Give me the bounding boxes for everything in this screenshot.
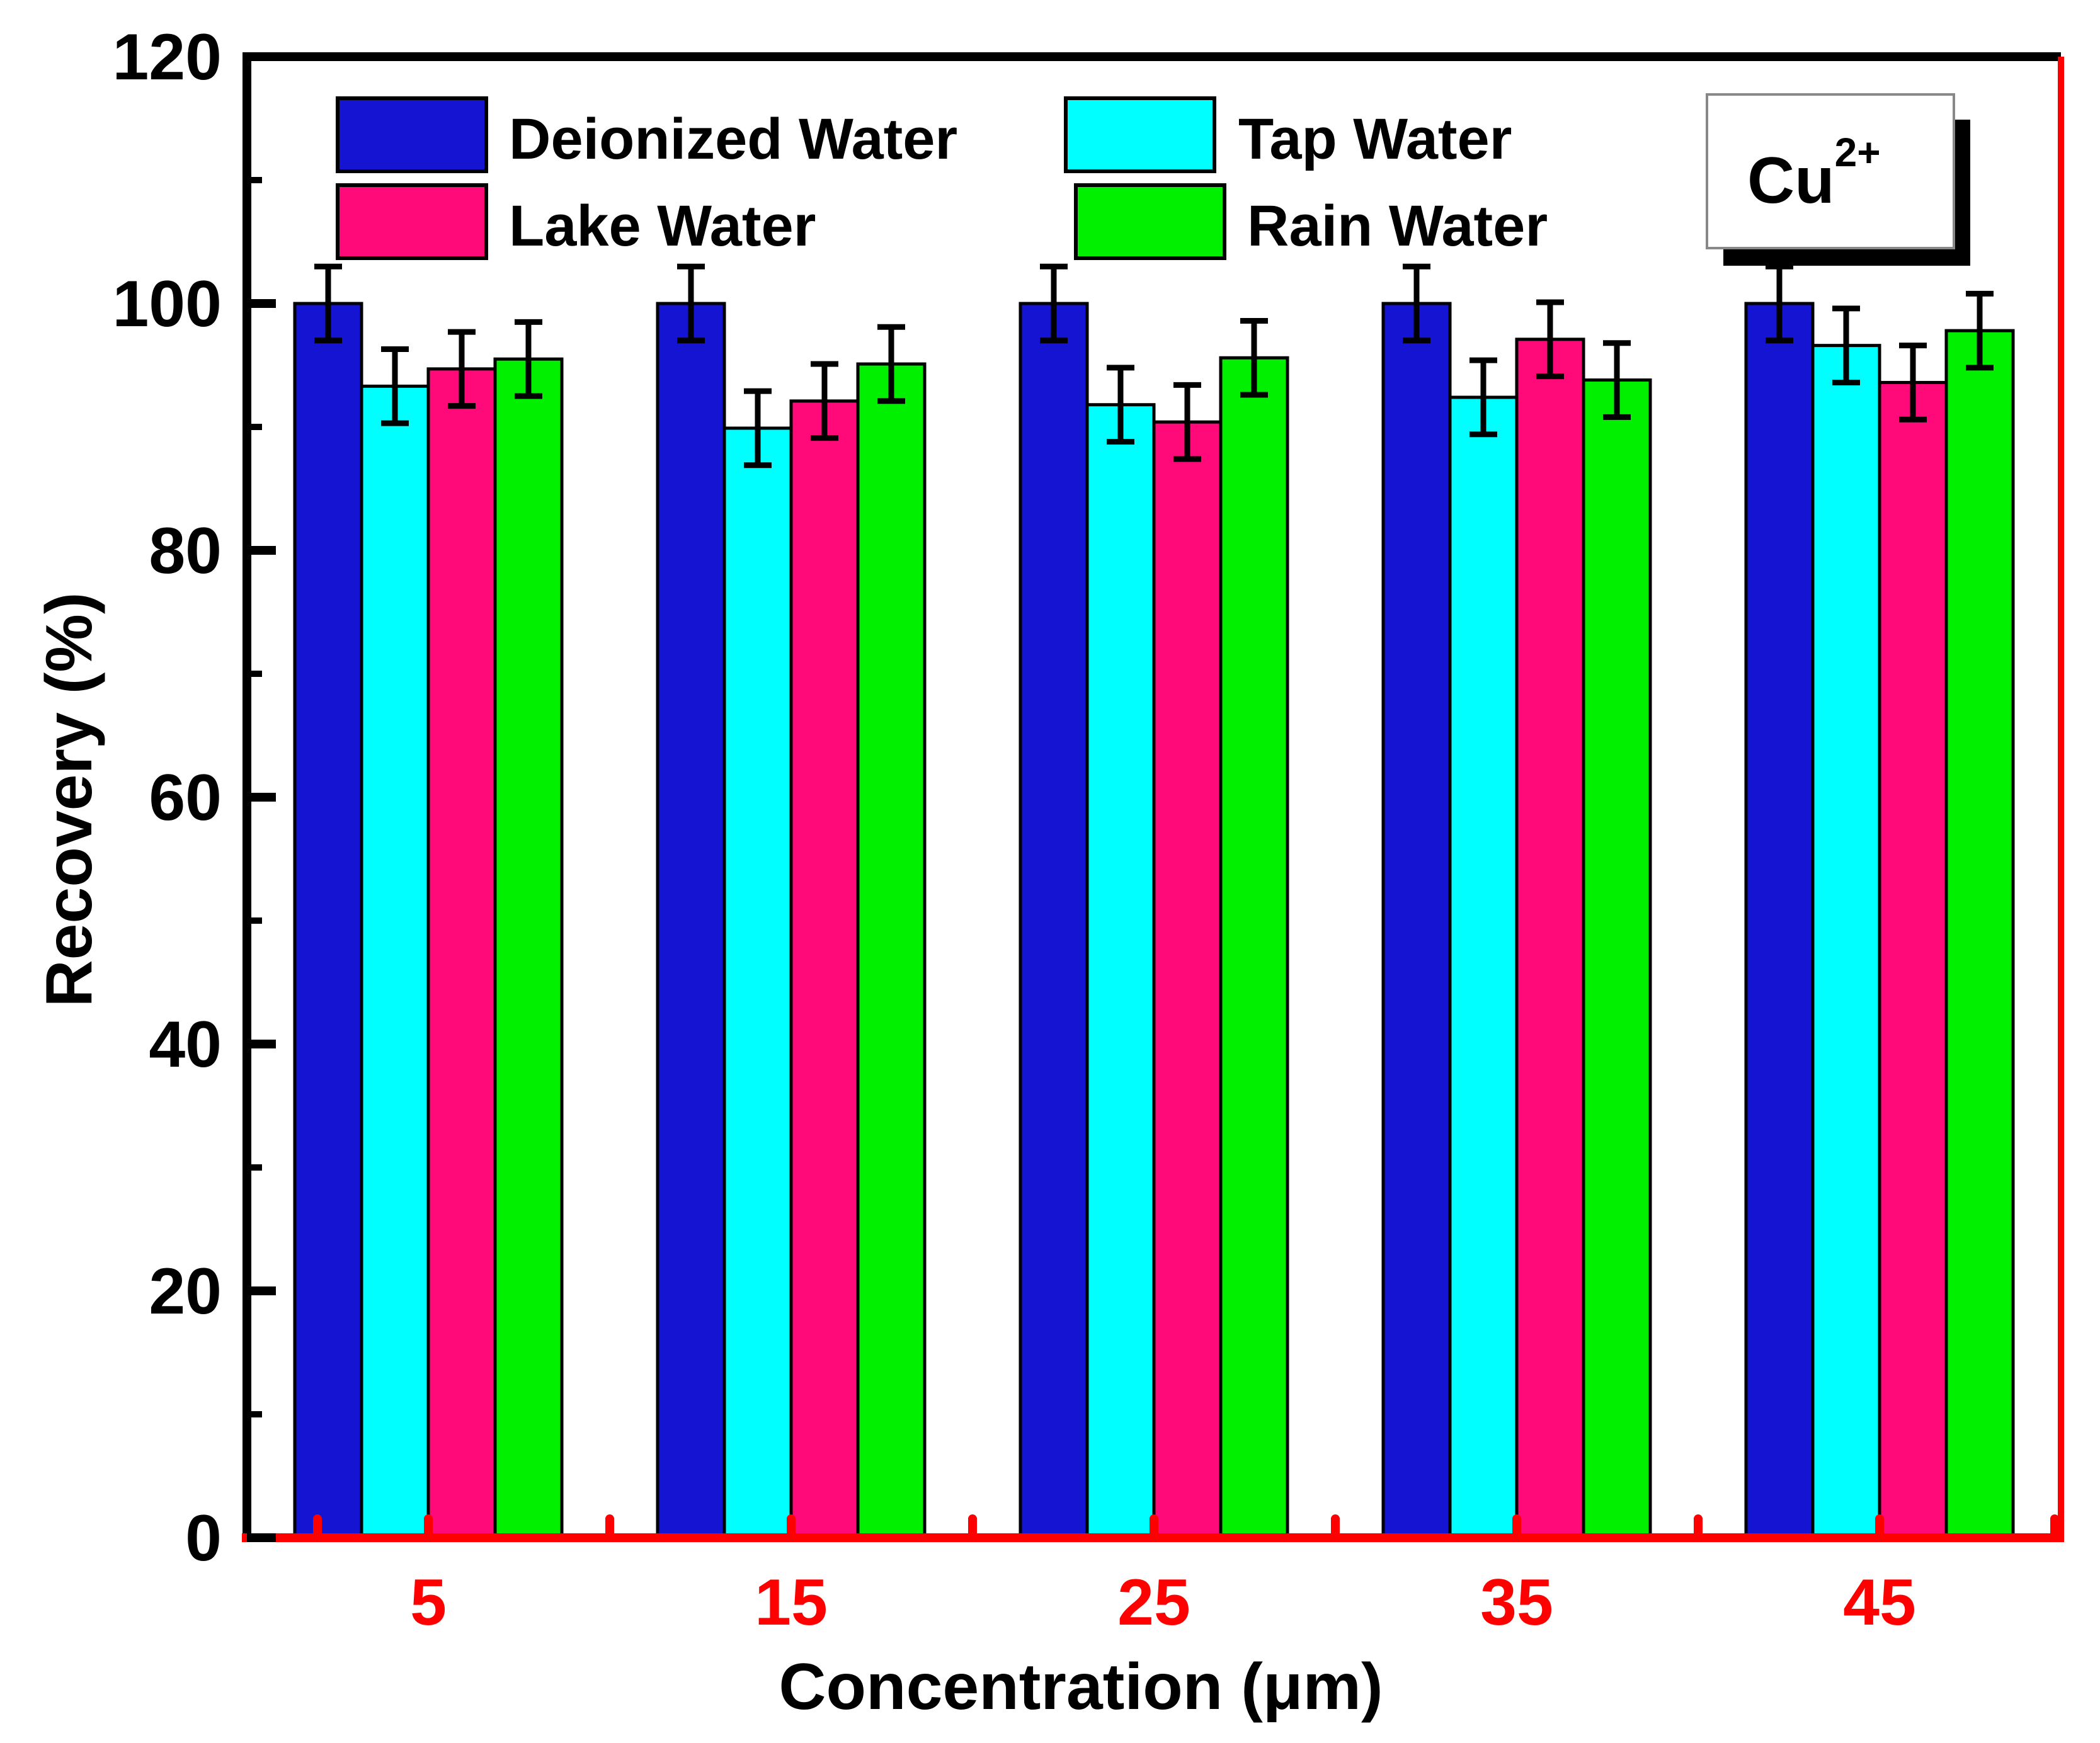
legend: Deionized Water Tap Water Lake Water Rain W… <box>336 96 1548 260</box>
legend-label: Deionized Water <box>509 107 957 171</box>
ion-annotation-label: Cu2+ <box>1747 130 1881 217</box>
bar-rain-water-15 <box>856 362 927 1540</box>
error-bar-rain-water-25 <box>1240 317 1268 398</box>
x-axis-title: Concentration (μm) <box>779 1650 1383 1723</box>
legend-item-lake-water: Lake Water <box>336 183 816 260</box>
error-bar-deionized-water-25 <box>1040 263 1068 344</box>
ion-annotation: Cu2+ <box>1706 93 1970 266</box>
error-bar-tap-water-15 <box>744 388 772 468</box>
bar-tap-water-35 <box>1448 395 1519 1540</box>
bar-tap-water-45 <box>1811 344 1881 1540</box>
legend-label: Rain Water <box>1247 194 1548 258</box>
y-tick-label-120: 120 <box>112 21 222 94</box>
error-bar-deionized-water-45 <box>1766 263 1793 344</box>
legend-item-deionized-water: Deionized Water <box>336 96 957 173</box>
bar-rain-water-45 <box>1944 329 2015 1540</box>
x-tick-label-15: 15 <box>755 1566 828 1639</box>
error-bar-tap-water-5 <box>381 346 409 426</box>
y-axis-title: Recovery (%) <box>33 593 106 1008</box>
error-bar-rain-water-35 <box>1603 340 1631 420</box>
error-bar-deionized-water-5 <box>314 263 342 344</box>
error-bar-rain-water-5 <box>515 319 542 399</box>
error-bar-lake-water-25 <box>1173 382 1201 462</box>
bar-lake-water-25 <box>1152 420 1223 1540</box>
bar-deionized-water-5 <box>293 302 363 1540</box>
bar-deionized-water-35 <box>1381 302 1452 1540</box>
y-tick-label-20: 20 <box>149 1255 222 1328</box>
bar-rain-water-25 <box>1219 356 1289 1540</box>
legend-item-tap-water: Tap Water <box>1064 96 1512 173</box>
y-tick-label-0: 0 <box>185 1502 222 1575</box>
legend-swatch <box>1064 96 1216 173</box>
bar-tap-water-25 <box>1085 403 1156 1540</box>
error-bar-deionized-water-35 <box>1403 263 1430 344</box>
bars-layer <box>293 302 2015 1540</box>
ion-superscript: 2+ <box>1835 130 1881 175</box>
bar-deionized-water-45 <box>1744 302 1815 1540</box>
legend-label: Tap Water <box>1238 107 1512 171</box>
bar-deionized-water-15 <box>656 302 726 1540</box>
bar-lake-water-5 <box>426 367 497 1540</box>
error-bar-rain-water-45 <box>1966 290 1994 371</box>
error-bar-tap-water-35 <box>1469 357 1497 438</box>
bar-deionized-water-25 <box>1019 302 1089 1540</box>
x-tick-label-45: 45 <box>1843 1566 1916 1639</box>
legend-swatch <box>336 183 488 260</box>
error-bar-lake-water-15 <box>811 361 838 441</box>
bar-lake-water-35 <box>1515 338 1585 1540</box>
bar-lake-water-45 <box>1878 380 1948 1540</box>
error-bars-layer <box>314 263 1994 468</box>
y-tick-label-60: 60 <box>149 761 222 834</box>
x-tick-label-35: 35 <box>1480 1566 1553 1639</box>
legend-item-rain-water: Rain Water <box>1074 183 1548 260</box>
error-bar-rain-water-15 <box>877 324 905 404</box>
error-bar-lake-water-35 <box>1536 299 1564 380</box>
y-tick-label-40: 40 <box>149 1008 222 1081</box>
bar-tap-water-5 <box>360 384 430 1540</box>
bar-lake-water-15 <box>789 399 860 1540</box>
error-bar-deionized-water-15 <box>677 263 705 344</box>
ticks-layer: 0 20 40 60 80 100 120 5 15 25 35 45 <box>112 21 2059 1639</box>
ion-annotation-box <box>1706 93 1955 249</box>
bar-tap-water-15 <box>722 426 793 1540</box>
x-tick-label-25: 25 <box>1117 1566 1190 1639</box>
x-tick-label-5: 5 <box>410 1566 447 1639</box>
legend-swatch <box>1074 183 1226 260</box>
legend-label: Lake Water <box>509 194 816 258</box>
y-tick-label-80: 80 <box>149 514 222 588</box>
error-bar-tap-water-25 <box>1107 365 1134 445</box>
error-bar-tap-water-45 <box>1832 305 1860 385</box>
error-bar-lake-water-45 <box>1899 343 1927 423</box>
legend-swatch <box>336 96 488 173</box>
bar-rain-water-5 <box>493 357 564 1540</box>
bar-rain-water-35 <box>1582 378 1652 1540</box>
ion-base: Cu <box>1747 144 1835 217</box>
error-bar-lake-water-5 <box>448 329 476 409</box>
y-tick-label-100: 100 <box>112 268 222 341</box>
